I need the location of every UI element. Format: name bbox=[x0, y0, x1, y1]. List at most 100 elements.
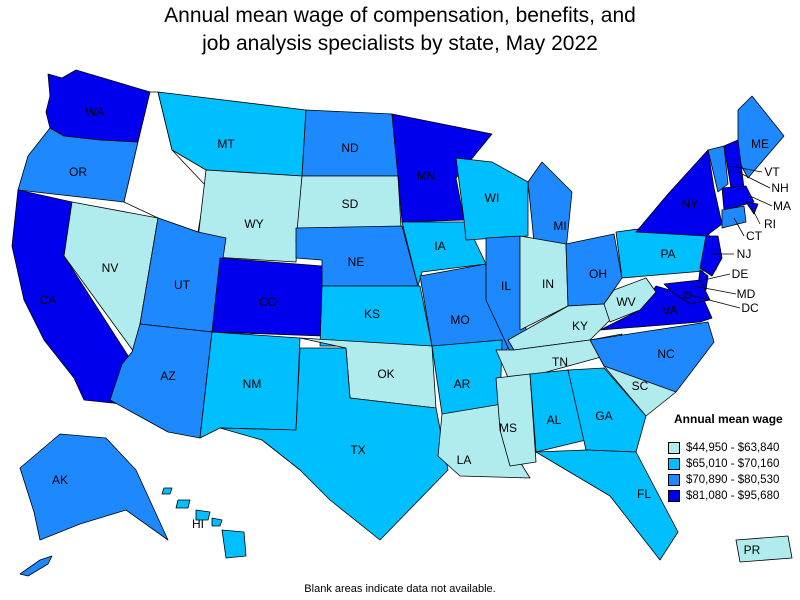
state-label-ne: NE bbox=[348, 255, 365, 269]
state-hi bbox=[195, 509, 211, 521]
title-line-1: Annual mean wage of compensation, benefi… bbox=[164, 4, 636, 27]
state-ak bbox=[19, 433, 169, 541]
state-label-ak: AK bbox=[52, 473, 68, 487]
state-label-vt: VT bbox=[764, 165, 780, 179]
state-label-me: ME bbox=[751, 137, 769, 151]
leader-line-dc bbox=[685, 293, 741, 309]
map-title: Annual mean wage of compensation, benefi… bbox=[0, 2, 800, 58]
state-label-dc: DC bbox=[741, 301, 759, 315]
state-ma bbox=[721, 185, 755, 211]
legend-item: $81,080 - $95,680 bbox=[668, 488, 798, 504]
legend-item: $65,010 - $70,160 bbox=[668, 456, 798, 472]
state-vt bbox=[707, 145, 729, 193]
leader-line-md bbox=[693, 285, 737, 295]
leader-line-ma bbox=[749, 195, 773, 207]
state-label-nh: NH bbox=[771, 181, 788, 195]
state-label-sc: SC bbox=[632, 379, 649, 393]
state-label-ri: RI bbox=[764, 217, 776, 231]
state-label-pr: PR bbox=[744, 543, 761, 557]
state-dc bbox=[683, 291, 691, 299]
state-label-wi: WI bbox=[485, 191, 500, 205]
state-label-wv: WV bbox=[616, 295, 635, 309]
state-mi bbox=[527, 161, 573, 251]
state-hi bbox=[211, 517, 223, 527]
state-label-nj: NJ bbox=[737, 247, 752, 261]
state-label-ar: AR bbox=[454, 377, 471, 391]
state-ct bbox=[721, 205, 747, 229]
state-ny bbox=[635, 149, 723, 237]
state-label-ia: IA bbox=[434, 239, 445, 253]
state-wv bbox=[603, 277, 657, 323]
legend-item: $70,890 - $80,530 bbox=[668, 472, 798, 488]
state-label-fl: FL bbox=[637, 487, 651, 501]
state-ia bbox=[401, 221, 487, 287]
state-hi bbox=[221, 529, 247, 559]
legend-label: $70,890 - $80,530 bbox=[686, 474, 780, 486]
state-label-ky: KY bbox=[572, 319, 588, 333]
state-label-il: IL bbox=[501, 279, 511, 293]
leader-line-nh bbox=[737, 171, 771, 189]
state-label-ca: CA bbox=[40, 293, 57, 307]
state-label-oh: OH bbox=[589, 267, 607, 281]
leader-line-ct bbox=[733, 217, 745, 237]
state-label-de: DE bbox=[732, 267, 749, 281]
state-label-nm: NM bbox=[243, 377, 262, 391]
footnote: Blank areas indicate data not available. bbox=[304, 583, 496, 595]
state-label-ut: UT bbox=[174, 278, 191, 292]
state-label-nv: NV bbox=[102, 261, 119, 275]
legend-label: $44,950 - $63,840 bbox=[686, 442, 780, 454]
state-nc bbox=[589, 321, 715, 393]
state-label-wy: WY bbox=[244, 217, 263, 231]
legend-label: $81,080 - $95,680 bbox=[686, 490, 780, 502]
state-tx bbox=[219, 347, 449, 541]
legend-swatch bbox=[668, 458, 680, 470]
state-label-mt: MT bbox=[217, 137, 235, 151]
state-label-la: LA bbox=[457, 453, 472, 467]
state-label-ga: GA bbox=[595, 409, 612, 423]
state-label-al: AL bbox=[547, 413, 562, 427]
state-label-tx: TX bbox=[350, 443, 365, 457]
legend-label: $65,010 - $70,160 bbox=[686, 458, 780, 470]
state-label-mi: MI bbox=[553, 219, 566, 233]
state-label-md: MD bbox=[737, 287, 756, 301]
state-label-pa: PA bbox=[660, 247, 675, 261]
state-label-co: CO bbox=[259, 295, 277, 309]
state-nj bbox=[699, 235, 723, 277]
state-ga bbox=[567, 367, 647, 453]
legend: Annual mean wage $44,950 - $63,840 $65,0… bbox=[668, 412, 798, 504]
state-ms bbox=[495, 373, 537, 467]
state-label-ma: MA bbox=[773, 199, 791, 213]
state-fl bbox=[535, 449, 679, 561]
state-label-ms: MS bbox=[499, 421, 517, 435]
state-label-tn: TN bbox=[552, 355, 568, 369]
state-label-mn: MN bbox=[417, 169, 436, 183]
state-ak bbox=[19, 555, 53, 577]
state-label-mo: MO bbox=[450, 313, 469, 327]
leader-line-vt bbox=[729, 165, 763, 173]
leader-line-de bbox=[703, 273, 731, 281]
state-hi bbox=[175, 499, 191, 509]
state-label-nc: NC bbox=[657, 347, 675, 361]
state-label-wa: WA bbox=[86, 105, 105, 119]
legend-item: $44,950 - $63,840 bbox=[668, 440, 798, 456]
legend-swatch bbox=[668, 442, 680, 454]
state-label-ok: OK bbox=[377, 367, 394, 381]
state-label-va: VA bbox=[662, 303, 677, 317]
legend-title: Annual mean wage bbox=[674, 412, 783, 426]
state-label-az: AZ bbox=[160, 369, 175, 383]
state-label-ny: NY bbox=[682, 197, 699, 211]
state-label-sd: SD bbox=[342, 197, 359, 211]
legend-swatch bbox=[668, 490, 680, 502]
title-line-2: job analysis specialists by state, May 2… bbox=[202, 32, 598, 55]
state-label-or: OR bbox=[69, 165, 87, 179]
state-label-ct: CT bbox=[746, 229, 763, 243]
state-label-ks: KS bbox=[364, 307, 380, 321]
state-label-nd: ND bbox=[341, 141, 359, 155]
legend-swatch bbox=[668, 474, 680, 486]
state-pr bbox=[735, 535, 793, 563]
state-hi bbox=[161, 487, 173, 495]
leader-line-ri bbox=[751, 207, 761, 225]
state-label-hi: HI bbox=[192, 517, 204, 531]
state-wi bbox=[455, 157, 529, 241]
